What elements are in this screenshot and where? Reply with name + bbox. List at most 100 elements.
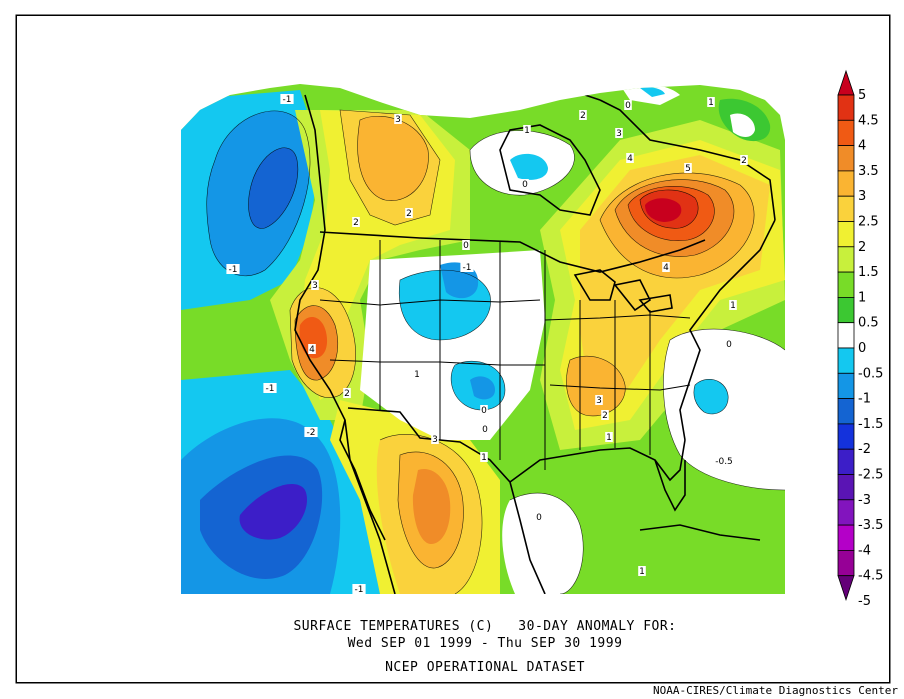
- colorbar-tick-label: 4.5: [858, 113, 879, 128]
- contour-label-bg: [684, 163, 692, 173]
- contour-label-bg: [523, 125, 531, 135]
- contour-label-bg: [615, 128, 623, 138]
- contour-label: 0: [625, 101, 631, 111]
- colorbar-swatch: [837, 94, 855, 121]
- colorbar-swatch: [837, 372, 855, 399]
- contour-label-bg: [711, 456, 737, 466]
- colorbar: 5 4.5 4 3.5 3 2.5 2 1.5 1 0.5 0 -0.5 -1 -1.5 -2 -2.5 -3 -…: [837, 69, 883, 609]
- colorbar-swatch: [837, 550, 855, 577]
- contour-label: 3: [432, 435, 438, 445]
- contour-label-bg: [308, 344, 316, 354]
- contour-label: 3: [596, 396, 602, 406]
- contour-label-bg: [352, 584, 366, 594]
- contour-label-bg: [707, 97, 715, 107]
- colorbar-swatch: [837, 145, 855, 172]
- geographic-boundaries: [294, 94, 776, 594]
- contour-label: 0: [481, 406, 487, 416]
- contour-label-bg: [595, 395, 603, 405]
- colorbar-swatch: [837, 398, 855, 425]
- contour-label-bg: [462, 240, 470, 250]
- contour-label-bg: [343, 388, 351, 398]
- caption-line-2: Wed SEP 01 1999 - Thu SEP 30 1999: [347, 636, 623, 651]
- contour-label: -1: [463, 263, 472, 273]
- caption-line-1: SURFACE TEMPERATURES (C) 30-DAY ANOMALY …: [293, 619, 677, 634]
- contour-label-bg: [280, 94, 294, 104]
- colorbar-tick-label: 2: [858, 240, 866, 255]
- contour-lines: [206, 109, 785, 594]
- credit-label: NOAA-CIRES/Climate Diagnostics Center: [652, 684, 898, 697]
- contour-label-bg: [394, 114, 402, 124]
- contour-label: 1: [730, 301, 736, 311]
- contour-label-bg: [480, 405, 488, 415]
- contour-label-bg: [725, 339, 733, 349]
- contour-label: -0.5: [715, 457, 733, 467]
- anomaly-field: [181, 84, 785, 594]
- colorbar-swatch: [837, 195, 855, 222]
- outer-frame: [15, 14, 891, 684]
- contour-label: 1: [481, 453, 487, 463]
- contour-label: -2: [307, 428, 316, 438]
- contour-label: 1: [524, 126, 530, 136]
- colorbar-tick-label: 0: [858, 341, 866, 356]
- colorbar-swatch: [837, 524, 855, 551]
- contour-label: 1: [414, 370, 420, 380]
- colorbar-tick-label: -4.5: [858, 569, 883, 584]
- colorbar-swatch: [837, 347, 855, 374]
- contour-label: -1: [266, 384, 275, 394]
- contour-label-bg: [521, 179, 529, 189]
- contour-label: 2: [353, 218, 359, 228]
- colorbar-tick-label: 2.5: [858, 215, 879, 230]
- colorbar-tick-label: -3: [858, 493, 871, 508]
- colorbar-tick-label: 1.5: [858, 265, 879, 280]
- colorbar-tick-label: -4: [858, 543, 871, 558]
- colorbar-tick-label: 4: [858, 139, 866, 154]
- contour-label-bg: [405, 208, 413, 218]
- colorbar-swatch: [837, 423, 855, 450]
- colorbar-tick-label: 3.5: [858, 164, 879, 179]
- contour-label-bg: [535, 512, 543, 522]
- colorbar-bottom-arrow: [837, 575, 855, 601]
- contour-label: -1: [355, 585, 364, 595]
- colorbar-swatch: [837, 296, 855, 324]
- contour-label-bg: [304, 427, 318, 437]
- contour-label-bg: [605, 432, 613, 442]
- colorbar-tick-label: -3.5: [858, 518, 883, 533]
- colorbar-tick-label: 1: [858, 290, 866, 305]
- colorbar-swatch: [837, 119, 855, 147]
- contour-label-bg: [460, 262, 474, 272]
- contour-label-bg: [729, 300, 737, 310]
- colorbar-swatch: [837, 246, 855, 273]
- contour-label: 0: [482, 425, 488, 435]
- colorbar-top-arrow: [837, 69, 855, 96]
- contour-label-bg: [263, 383, 277, 393]
- contour-label-bg: [352, 217, 360, 227]
- contour-label-bg: [740, 155, 748, 165]
- colorbar-tick-label: -2: [858, 442, 871, 457]
- contour-label-bg: [638, 566, 646, 576]
- colorbar-swatch: [837, 170, 855, 197]
- contour-label: 2: [602, 411, 608, 421]
- contour-label: 1: [708, 98, 714, 108]
- contour-label-bg: [662, 262, 670, 272]
- colorbar-tick-label: -0.5: [858, 366, 883, 381]
- contour-label: 0: [726, 340, 732, 350]
- contour-label: -1: [229, 265, 238, 275]
- contour-label: 0: [536, 513, 542, 523]
- colorbar-swatch: [837, 221, 855, 248]
- contour-label-bg: [226, 264, 240, 274]
- contour-label: 2: [580, 111, 586, 121]
- contour-label: 1: [639, 567, 645, 577]
- contour-label-bg: [413, 369, 421, 379]
- contour-label: 5: [685, 164, 691, 174]
- colorbar-swatch: [837, 474, 855, 501]
- contour-label: 2: [741, 156, 747, 166]
- contour-label: 3: [616, 129, 622, 139]
- colorbar-swatch: [837, 448, 855, 475]
- contour-label: 4: [627, 154, 633, 164]
- contour-label-bg: [311, 280, 319, 290]
- contour-label: -1: [283, 95, 292, 105]
- contour-label: 4: [663, 263, 669, 273]
- contour-label: 2: [406, 209, 412, 219]
